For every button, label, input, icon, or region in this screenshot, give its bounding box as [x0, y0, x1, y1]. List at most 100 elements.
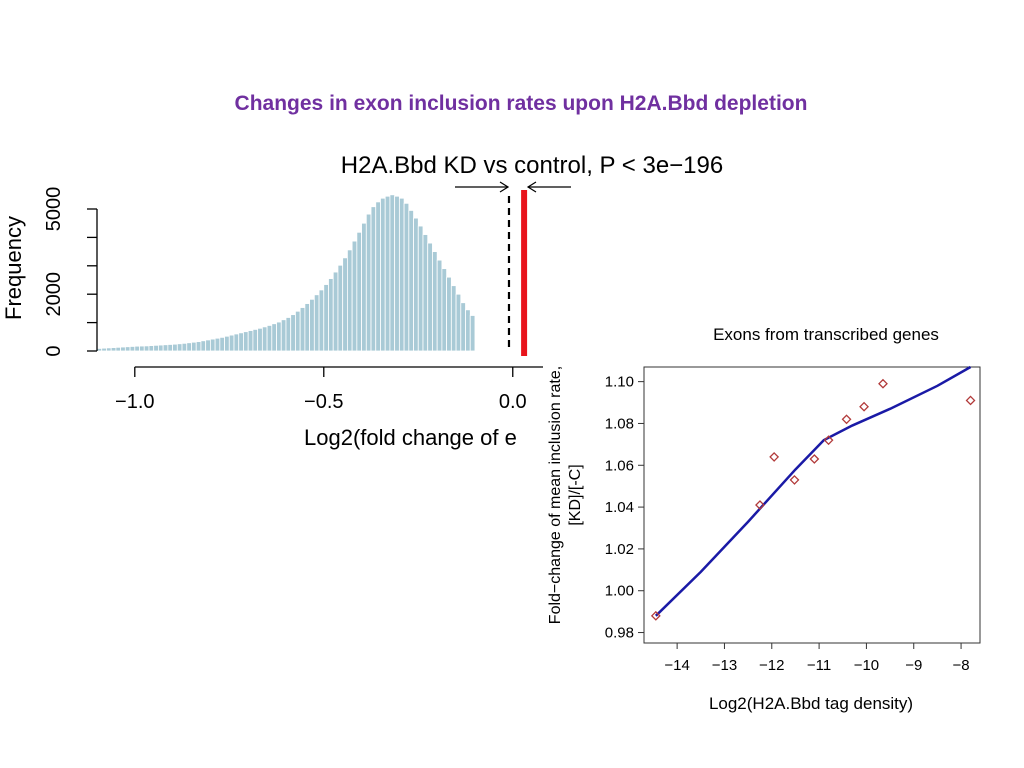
- histogram-bar: [139, 345, 145, 352]
- histogram-bar: [134, 345, 140, 352]
- scatter-x-axis-label: Log2(H2A.Bbd tag density): [709, 694, 913, 713]
- scatter-x-tick-label: −9: [905, 657, 922, 674]
- scatter-y-tick-label: 1.06: [605, 457, 634, 474]
- histogram-x-axis-label: Log2(fold change of e: [304, 425, 517, 450]
- histogram-bar: [172, 343, 178, 352]
- histogram-bar: [271, 323, 277, 352]
- histogram-bar: [276, 321, 282, 352]
- histogram-bar: [257, 327, 263, 352]
- histogram-bar: [408, 210, 414, 352]
- scatter-fit-line: [654, 365, 972, 617]
- histogram-bar: [441, 268, 448, 352]
- histogram-bar: [380, 197, 386, 352]
- histogram-bar: [469, 315, 476, 352]
- histogram-bar: [436, 259, 443, 352]
- histogram-x-tick-label: −0.5: [304, 391, 343, 413]
- scatter-x-tick-label: −12: [759, 657, 784, 674]
- histogram-bar: [398, 197, 405, 352]
- histogram-bar: [124, 346, 131, 352]
- histogram-bar: [465, 309, 471, 352]
- histogram-bar: [101, 347, 107, 352]
- scatter-point: [841, 414, 852, 425]
- histogram-bar: [342, 257, 348, 352]
- histogram-bar: [143, 345, 150, 352]
- scatter-x-tick-label: −8: [953, 657, 970, 674]
- histogram-bar: [106, 347, 112, 352]
- histogram-bar: [290, 314, 296, 352]
- histogram-bar: [370, 206, 377, 352]
- histogram-bar: [384, 195, 391, 352]
- histogram-bar: [167, 344, 173, 352]
- scatter-y-tick-label: 1.08: [605, 415, 634, 432]
- histogram-bar: [148, 345, 155, 352]
- histogram-bar: [191, 341, 197, 352]
- histogram-bar: [214, 337, 221, 352]
- histogram-bar: [460, 302, 466, 352]
- scatter-fit: [654, 365, 972, 617]
- histogram-bar: [243, 331, 249, 352]
- histogram-bar: [120, 346, 126, 352]
- slide-title: Changes in exon inclusion rates upon H2A…: [234, 92, 808, 115]
- histogram-bar: [361, 222, 367, 352]
- histogram-bar: [356, 231, 362, 352]
- histogram-bar: [205, 339, 211, 352]
- histogram-bar: [129, 346, 136, 352]
- histogram-bar: [181, 342, 188, 352]
- histogram-y-tick-label: 2000: [43, 272, 65, 317]
- histogram-bar: [209, 338, 216, 352]
- scatter-chart: Exons from transcribed genes Log2(H2A.Bb…: [547, 325, 981, 713]
- scatter-point: [859, 401, 869, 412]
- histogram-bar: [403, 202, 410, 352]
- histogram-bar: [394, 195, 400, 352]
- histogram-bar: [295, 310, 301, 352]
- histogram-bar: [186, 342, 192, 352]
- scatter-x-tick-label: −11: [807, 657, 831, 674]
- scatter-points: [650, 378, 976, 621]
- scatter-point: [755, 500, 765, 510]
- histogram-bar: [153, 344, 159, 352]
- histogram-bar: [219, 336, 225, 352]
- scatter-y-tick-label: 1.00: [605, 583, 634, 600]
- scatter-y-tick-label: 1.10: [605, 374, 634, 391]
- histogram-axes: 0 2000 5000 −1.0 −0.5 0.0: [43, 187, 543, 413]
- histogram-bar: [309, 298, 315, 352]
- histogram-bar: [375, 201, 381, 352]
- histogram-bar: [261, 326, 268, 352]
- scatter-y-tick-label: 0.98: [605, 625, 634, 642]
- histogram-x-tick-label: −1.0: [115, 391, 154, 413]
- right-arrow-head: [526, 181, 537, 193]
- scatter-y-tick-label: 1.04: [605, 499, 634, 516]
- histogram-bar: [285, 317, 292, 352]
- scatter-plot-frame: [643, 366, 981, 644]
- histogram-title: H2A.Bbd KD vs control, P < 3e−196: [341, 152, 723, 179]
- scatter-x-tick-label: −10: [854, 657, 879, 674]
- histogram-bar: [195, 341, 202, 352]
- histogram-bar: [389, 194, 396, 352]
- inset-panel: Exons from transcribed genes Log2(H2A.Bb…: [546, 325, 1024, 768]
- histogram-bar: [158, 344, 164, 352]
- histogram-bar: [332, 271, 339, 352]
- histogram-bar: [351, 240, 358, 352]
- histogram-y-tick-label: 5000: [43, 187, 65, 232]
- histogram-bar: [238, 332, 244, 352]
- histogram-bars: [96, 194, 476, 352]
- scatter-axes: 0.98 1.00 1.02 1.04 1.06 1.08 1.10 −14 −13 −12 −11…: [605, 366, 981, 674]
- histogram-x-tick-label: 0.0: [499, 391, 527, 413]
- histogram-bar: [228, 334, 235, 352]
- histogram-bar: [96, 348, 103, 352]
- histogram-bar: [450, 285, 457, 352]
- histogram-bar: [432, 251, 438, 352]
- left-arrow-head: [499, 181, 510, 193]
- histogram-bar: [176, 343, 183, 352]
- histogram-bar: [304, 303, 311, 352]
- histogram-bar: [455, 293, 462, 352]
- scatter-point: [769, 451, 780, 462]
- scatter-point: [809, 454, 820, 464]
- histogram-bar: [427, 242, 433, 352]
- histogram-y-tick-label: 0: [43, 345, 65, 356]
- scatter-point: [650, 610, 661, 621]
- histogram-bar: [299, 307, 306, 352]
- histogram-annotations: [455, 181, 571, 356]
- histogram-bar: [318, 289, 325, 352]
- scatter-title: Exons from transcribed genes: [713, 325, 939, 344]
